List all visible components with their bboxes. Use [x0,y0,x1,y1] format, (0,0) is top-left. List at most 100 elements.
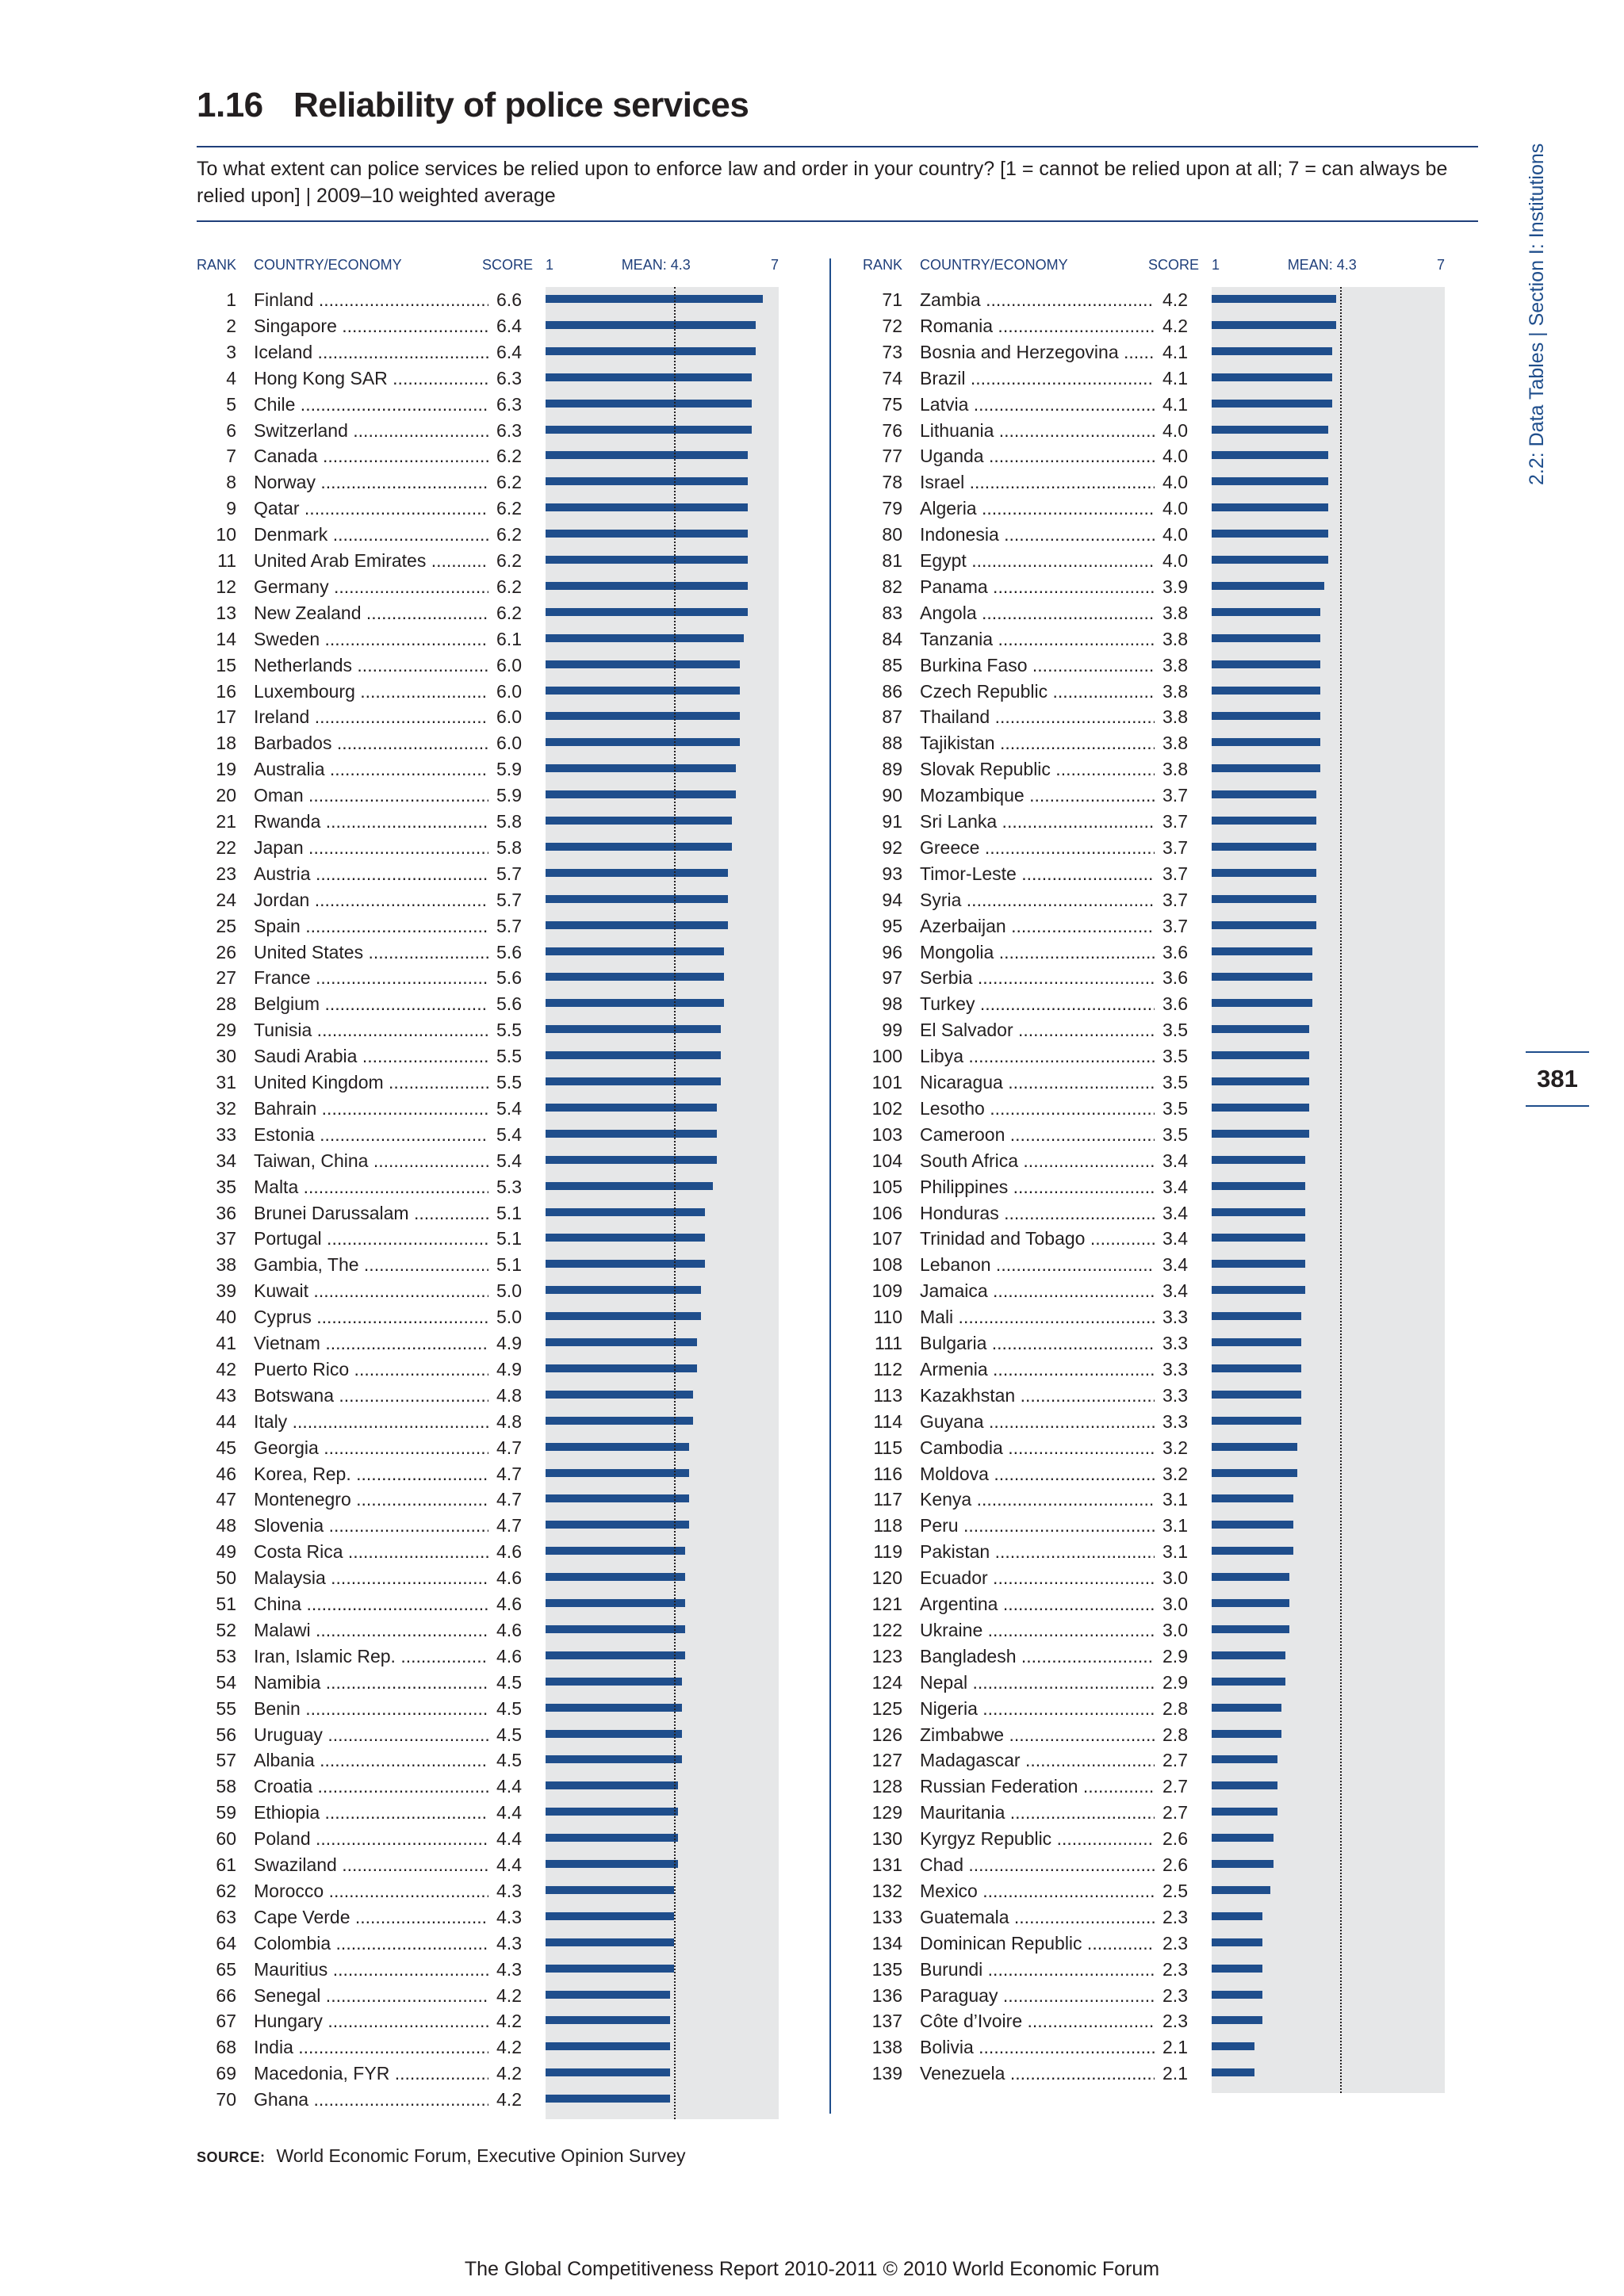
bar [1212,607,1321,616]
bar [546,947,725,955]
rank-cell: 115 [873,1437,902,1458]
score-cell: 3.7 [1155,783,1188,809]
rank-cell: 11 [217,550,236,571]
score-cell: 5.5 [488,1017,522,1043]
source-note: SOURCE: World Economic Forum, Executive O… [197,2145,686,2167]
score-cell: 2.3 [1155,1930,1188,1956]
country-cell: Mauritania .............................… [920,1802,1177,1823]
country-cell: Philippines ............................… [920,1176,1177,1197]
table-row: 45 Georgia ..............................… [197,1434,815,1461]
country-cell: Côte d’Ivoire ..........................… [920,2011,1177,2032]
score-cell: 2.3 [1155,1904,1188,1930]
rank-cell: 58 [216,1776,236,1797]
bar [1212,320,1336,329]
score-cell: 3.7 [1155,834,1188,860]
country-cell: Malta ..................................… [254,1176,511,1197]
score-cell: 3.7 [1155,860,1188,886]
rank-cell: 98 [882,993,902,1015]
table-row: 56 Uruguay ..............................… [197,1721,815,1748]
score-header: SCORE [482,257,534,273]
rank-cell: 3 [226,341,236,362]
rank-cell: 51 [216,1594,236,1614]
score-cell: 6.2 [488,573,522,599]
bar [546,556,748,564]
country-cell: Panama .................................… [920,576,1177,597]
bar [1212,1181,1305,1190]
score-cell: 3.5 [1155,1017,1188,1043]
country-cell: Hungary ................................… [254,2011,511,2032]
score-cell: 4.2 [1155,312,1188,339]
rank-cell: 7 [226,446,236,467]
rank-cell: 27 [216,967,236,989]
bar [1212,1077,1309,1085]
bar [546,1129,717,1138]
table-row: 15 Netherlands ..........................… [197,652,815,679]
score-cell: 6.1 [488,626,522,652]
bar [1212,790,1317,799]
country-cell: Azerbaijan .............................… [920,915,1177,936]
rank-cell: 41 [216,1333,236,1353]
rank-cell: 91 [882,811,902,832]
bar [546,894,729,903]
rank-cell: 102 [871,1097,902,1119]
axis-max-label: 7 [1437,257,1446,273]
rank-cell: 53 [216,1645,236,1667]
bar [1212,738,1321,747]
table-row: 92 Greece ...............................… [863,834,1481,861]
rank-cell: 33 [216,1123,236,1145]
score-cell: 2.1 [1155,2034,1188,2061]
rank-cell: 69 [216,2063,236,2084]
table-row: 68 India ................................… [197,2034,815,2061]
title-rule [197,146,1478,147]
score-cell: 4.2 [488,2061,522,2087]
axis-max-label: 7 [771,257,779,273]
bar [546,1103,717,1112]
rank-cell: 112 [873,1358,902,1380]
table-row: 95 Azerbaijan ...........................… [863,913,1481,939]
score-cell: 6.3 [488,365,522,391]
table-row: 44 Italy ................................… [197,1408,815,1435]
country-cell: Ghana ..................................… [254,2089,511,2110]
country-cell: Turkey .................................… [920,993,1177,1015]
score-cell: 4.0 [1155,548,1188,573]
score-cell: 4.0 [1155,496,1188,522]
table-row: 3 Iceland ...............................… [197,339,815,365]
table-row: 137 Côte d’Ivoire .......................… [863,2008,1481,2034]
table-row: 65 Mauritius ............................… [197,1956,815,1983]
bar [546,1729,682,1738]
score-cell: 3.3 [1155,1304,1188,1330]
table-row: 61 Swaziland ............................… [197,1852,815,1878]
country-cell: Mongolia ...............................… [920,941,1177,962]
country-cell: Kazakhstan .............................… [920,1384,1177,1406]
table-row: 115 Cambodia ............................… [863,1434,1481,1461]
table-row: 23 Austria ..............................… [197,860,815,887]
rank-cell: 89 [882,759,902,780]
score-cell: 3.6 [1155,939,1188,965]
score-cell: 5.3 [488,1173,522,1200]
score-cell: 2.6 [1155,1852,1188,1877]
table-row: 21 Rwanda ...............................… [197,809,815,835]
bar [1212,1911,1262,1920]
rank-cell: 52 [216,1619,236,1640]
country-cell: Saudi Arabia ...........................… [254,1046,511,1067]
bar [1212,2016,1262,2025]
country-cell: Finland ................................… [254,289,511,310]
mean-line [1339,287,1342,2094]
table-row: 36 Brunei Darussalam ....................… [197,1200,815,1226]
score-cell: 3.5 [1155,1121,1188,1147]
table-row: 69 Macedonia, FYR .......................… [197,2061,815,2087]
rank-cell: 106 [871,1202,902,1223]
score-cell: 3.7 [1155,886,1188,913]
country-cell: Guyana .................................… [920,1410,1177,1432]
bar [1212,868,1317,877]
bar [1212,556,1328,564]
country-cell: Qatar ..................................… [254,498,511,519]
bar [1212,503,1328,512]
table-row: 125 Nigeria .............................… [863,1695,1481,1722]
table-row: 74 Brazil ...............................… [863,365,1481,392]
rank-cell: 128 [871,1776,902,1797]
country-header: COUNTRY/ECONOMY [920,257,1068,273]
table-row: 48 Slovenia .............................… [197,1513,815,1539]
score-cell: 4.2 [488,1982,522,2008]
table-row: 112 Armenia .............................… [863,1356,1481,1383]
